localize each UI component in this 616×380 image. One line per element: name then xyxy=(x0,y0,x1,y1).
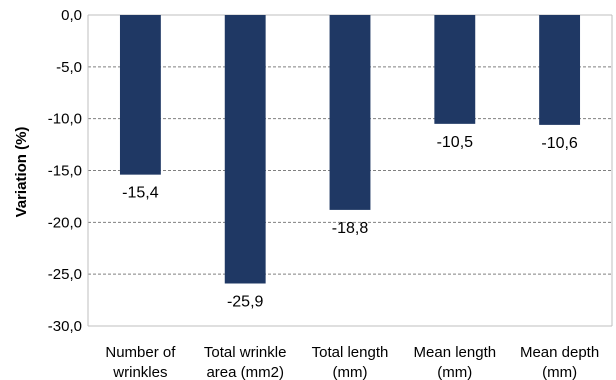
y-tick-label: 0,0 xyxy=(61,7,82,24)
y-tick-label: -15,0 xyxy=(48,163,82,180)
x-tick-label: area (mm2) xyxy=(206,364,284,380)
x-tick-label: wrinkles xyxy=(112,364,167,380)
x-tick-label: (mm) xyxy=(333,364,368,380)
bar xyxy=(434,15,476,124)
data-label: -15,4 xyxy=(122,185,159,202)
x-tick-label: Total length xyxy=(312,344,389,361)
y-tick-label: -5,0 xyxy=(56,59,82,76)
y-axis-label: Variation (%) xyxy=(13,127,30,218)
data-label: -25,9 xyxy=(227,293,264,310)
x-tick-label: (mm) xyxy=(437,364,472,380)
data-label: -18,8 xyxy=(332,220,369,237)
bar xyxy=(329,15,371,210)
data-label: -10,5 xyxy=(437,134,474,151)
bar xyxy=(539,15,581,125)
y-tick-label: -10,0 xyxy=(48,111,82,128)
x-tick-label: Mean length xyxy=(414,344,497,361)
x-tick-label: Mean depth xyxy=(520,344,599,361)
y-tick-label: -20,0 xyxy=(48,214,82,231)
y-tick-label: -30,0 xyxy=(48,318,82,335)
y-tick-label: -25,0 xyxy=(48,266,82,283)
x-tick-label: (mm) xyxy=(542,364,577,380)
x-tick-label: Total wrinkle xyxy=(204,344,287,361)
labels: 0,0 -5,0 -10,0 -15,0 -20,0 -25,0 -30,0 -15,4 Num… xyxy=(48,7,599,380)
bar xyxy=(224,15,266,284)
x-tick-label: Number of xyxy=(105,344,176,361)
bar xyxy=(119,15,161,175)
data-label: -10,6 xyxy=(541,135,578,152)
bars xyxy=(119,15,581,284)
